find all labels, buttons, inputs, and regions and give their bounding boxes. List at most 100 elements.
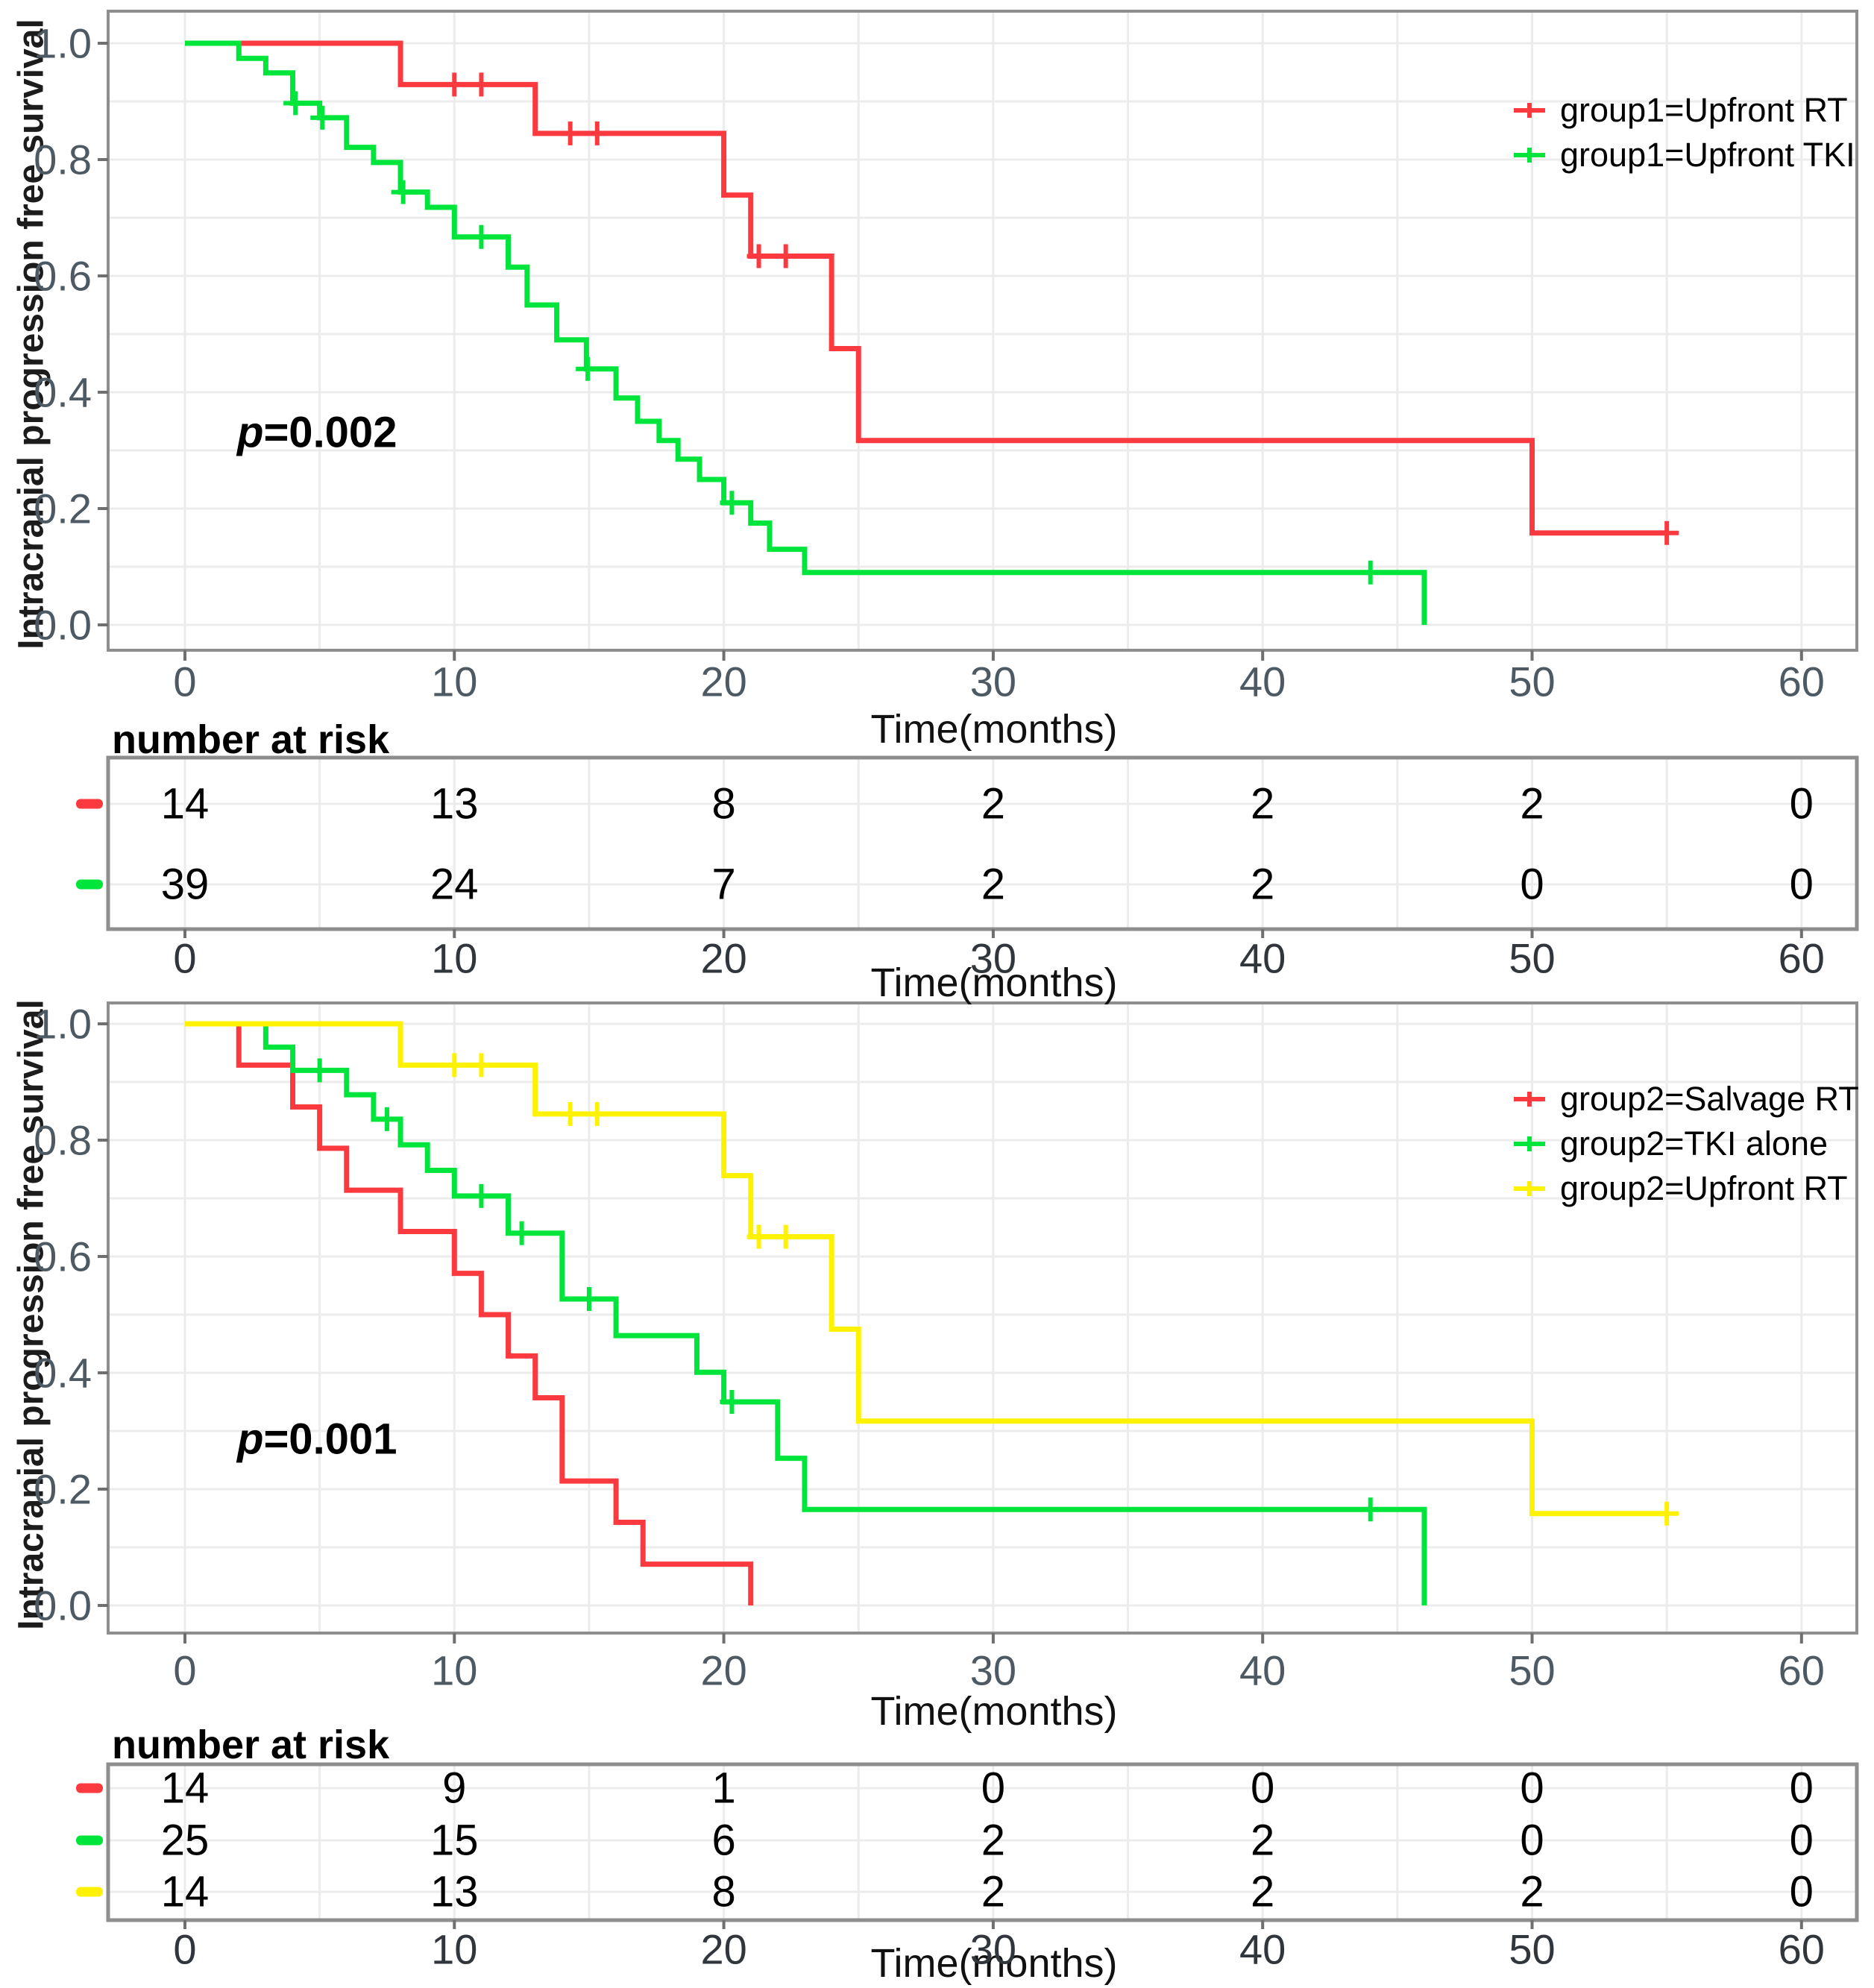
risk-axis-tick-label: 20	[700, 1925, 747, 1973]
x-tick-label: 40	[1239, 658, 1286, 705]
censor-mark-icon	[585, 1101, 609, 1126]
risk-axis-tick-label: 40	[1239, 1925, 1286, 1973]
censor-mark-icon	[283, 91, 308, 116]
y-tick-label: 1.0	[34, 19, 92, 67]
risk-axis-tick-label: 20	[700, 934, 747, 982]
y-axis-title-bottom: Intracranial progression free survival	[11, 999, 51, 1630]
risk-value: 2	[1251, 779, 1275, 828]
risk-value: 15	[430, 1816, 479, 1865]
risk-value: 7	[711, 860, 736, 909]
legend-label: group1=Upfront RT	[1560, 91, 1848, 129]
risk-value: 25	[160, 1816, 210, 1865]
risk-axis-tick-label: 50	[1509, 1925, 1556, 1973]
risk-value: 39	[160, 860, 210, 909]
legend-item: group2=Upfront RT	[1512, 1169, 1859, 1208]
risk-axis-tick-label: 0	[173, 1925, 197, 1973]
risk-value: 14	[160, 779, 210, 828]
legend-censor-marker-icon	[1514, 1092, 1545, 1107]
censor-mark-icon	[773, 244, 798, 268]
risk-value: 0	[1789, 779, 1814, 828]
censor-mark-icon	[307, 1058, 332, 1083]
risk-value: 0	[1520, 1764, 1544, 1813]
censor-mark-icon	[558, 121, 582, 145]
censor-mark-icon	[310, 105, 335, 130]
risk-value: 2	[1520, 779, 1544, 828]
censor-mark-icon	[1358, 560, 1383, 585]
p-rest: =0.002	[263, 408, 397, 457]
censor-mark-icon	[576, 356, 600, 381]
censor-mark-icon	[1655, 520, 1679, 545]
risk-row-marker-icon	[76, 1887, 103, 1897]
p-value-bottom: p=0.001	[237, 1415, 397, 1465]
legend-label: group2=Upfront RT	[1560, 1169, 1848, 1207]
censor-mark-icon	[1655, 1501, 1679, 1526]
risk-axis-tick-label: 30	[969, 1925, 1017, 1973]
censor-mark-icon	[469, 1053, 494, 1078]
censor-mark-icon	[374, 1107, 399, 1131]
legend-censor-marker-icon	[1514, 103, 1545, 118]
risk-value: 2	[981, 779, 1006, 828]
risk-value: 6	[711, 1816, 736, 1865]
risk-value: 2	[981, 1816, 1006, 1865]
risk-value: 1	[711, 1764, 736, 1813]
risk-axis-tick-label: 40	[1239, 934, 1286, 982]
risk-value: 13	[430, 1867, 479, 1916]
x-axis-title-bottom: Time(months)	[870, 1689, 1118, 1734]
censor-mark-icon	[1358, 1497, 1383, 1522]
survival-curve-group1-upfront-tki	[185, 40, 1427, 625]
risk-value: 2	[1251, 1867, 1275, 1916]
legend-label: group2=TKI alone	[1560, 1124, 1829, 1163]
y-tick-label: 0.4	[34, 368, 92, 416]
p-rest: =0.001	[263, 1415, 397, 1464]
legend-label: group2=Salvage RT	[1560, 1080, 1859, 1118]
censor-mark-icon	[442, 1053, 467, 1078]
risk-axis-title-bottom: Time(months)	[870, 1941, 1118, 1986]
censor-mark-icon	[773, 1224, 798, 1249]
legend-item: group2=Salvage RT	[1512, 1080, 1859, 1119]
risk-row-marker-icon	[76, 1783, 103, 1793]
risk-axis-tick-label: 60	[1778, 1925, 1825, 1973]
censor-mark-icon	[558, 1101, 582, 1126]
y-tick-label: 0.0	[34, 601, 92, 649]
risk-value: 8	[711, 1867, 736, 1916]
p-symbol: p	[237, 408, 264, 457]
risk-value: 2	[1520, 1867, 1544, 1916]
risk-value: 0	[1251, 1764, 1275, 1813]
risk-value: 2	[981, 860, 1006, 909]
y-tick-label: 1.0	[34, 1000, 92, 1048]
risk-value: 2	[1251, 860, 1275, 909]
x-tick-label: 20	[700, 1646, 747, 1694]
legend-label: group1=Upfront TKI	[1560, 136, 1855, 174]
risk-value: 0	[1789, 1816, 1814, 1865]
y-tick-label: 0.2	[34, 1465, 92, 1513]
censor-mark-icon	[509, 1221, 534, 1245]
x-tick-label: 0	[173, 658, 197, 705]
censor-mark-icon	[746, 1224, 771, 1249]
risk-value: 0	[1520, 1816, 1544, 1865]
x-tick-label: 60	[1778, 1646, 1825, 1694]
risk-axis-tick-label: 60	[1778, 934, 1825, 982]
legend-bottom: group2=Salvage RT group2=TKI alone group2=…	[1512, 1080, 1859, 1208]
y-tick-label: 0.0	[34, 1582, 92, 1629]
y-tick-label: 0.8	[34, 1116, 92, 1164]
risk-row-marker-icon	[76, 1835, 103, 1846]
censor-mark-icon	[720, 1390, 744, 1414]
y-tick-label: 0.8	[34, 136, 92, 183]
risk-row-marker-icon	[76, 799, 103, 809]
censor-mark-icon	[469, 72, 494, 97]
censor-mark-icon	[585, 121, 609, 145]
legend-censor-marker-icon	[1514, 148, 1545, 163]
risk-axis-title-top: Time(months)	[870, 960, 1118, 1005]
risk-axis-tick-label: 10	[431, 1925, 478, 1973]
censor-mark-icon	[442, 72, 467, 97]
x-tick-label: 50	[1509, 1646, 1556, 1694]
risk-value: 2	[1251, 1816, 1275, 1865]
x-tick-label: 60	[1778, 658, 1825, 705]
risk-value: 9	[442, 1764, 467, 1813]
legend-censor-marker-icon	[1514, 1181, 1545, 1196]
censor-mark-icon	[469, 1183, 494, 1208]
survival-curve-group1-upfront-rt	[185, 40, 1667, 536]
survival-curve-group2-tki-alone	[185, 1021, 1427, 1605]
x-tick-label: 20	[700, 658, 747, 705]
risk-axis-tick-label: 50	[1509, 934, 1556, 982]
